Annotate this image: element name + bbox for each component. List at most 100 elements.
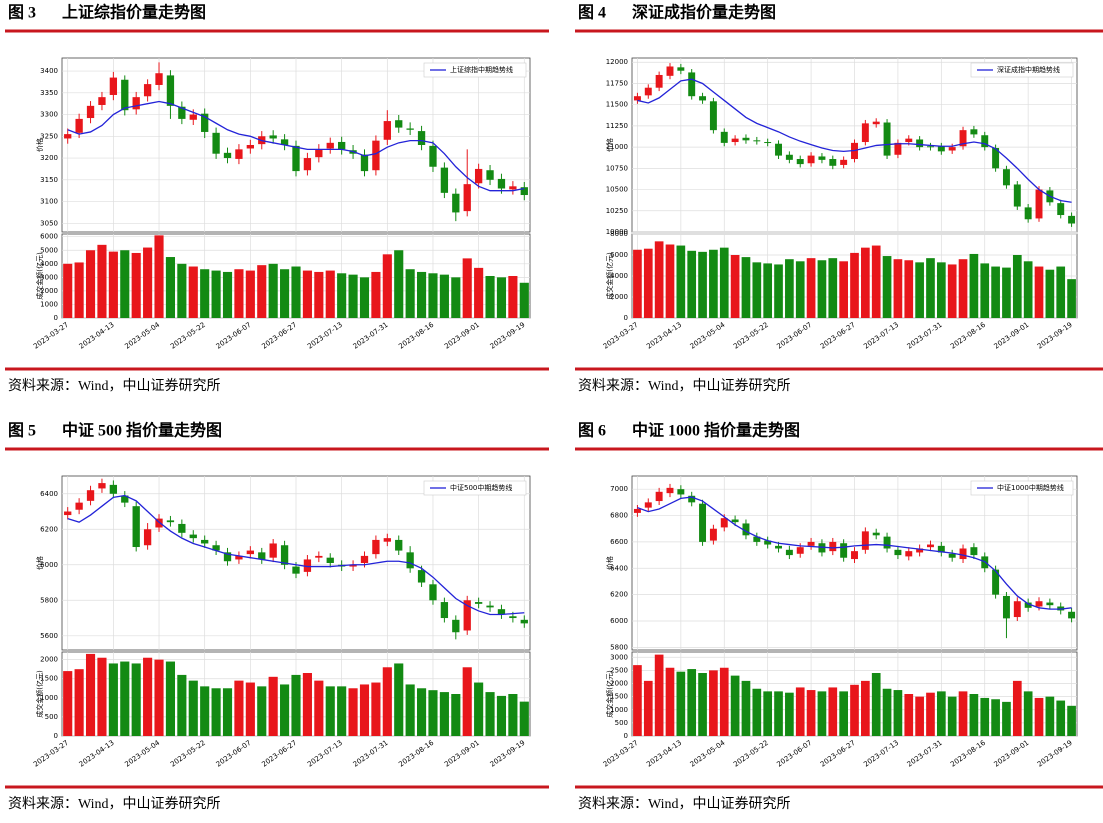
candle-body <box>155 518 163 528</box>
candle-body <box>520 619 528 624</box>
candle-body <box>497 178 506 189</box>
volume-bar <box>200 686 210 736</box>
volume-bar <box>633 665 642 736</box>
volume-bar <box>828 258 838 318</box>
volume-bar <box>654 654 664 736</box>
x-tick-label: 2023-05-22 <box>169 739 207 769</box>
volume-bar <box>405 269 415 318</box>
candle-body <box>64 511 72 516</box>
figure-title: 中证 500 指价量走势图 <box>62 421 222 440</box>
candle-body <box>840 543 848 558</box>
volume-bar <box>882 256 892 318</box>
volume-bar <box>687 250 697 318</box>
candle-body <box>349 564 357 567</box>
candle-body <box>360 555 369 563</box>
candle-body <box>326 557 334 563</box>
candle-body <box>872 532 880 536</box>
volume-bar <box>348 274 358 318</box>
volume-bar <box>63 263 73 318</box>
candle-body <box>166 520 175 523</box>
y-tick-label: 10750 <box>606 164 628 172</box>
candle-body <box>406 552 414 569</box>
candle-body <box>315 555 323 558</box>
volume-tick-label: 500 <box>615 719 628 727</box>
volume-bar <box>485 276 495 318</box>
candle-body <box>1057 203 1065 216</box>
x-tick-label: 2023-03-27 <box>602 321 640 351</box>
volume-tick-label: 1000 <box>610 706 628 714</box>
volume-tick-label: 0 <box>624 314 628 322</box>
volume-bar <box>643 248 653 318</box>
volume-bar <box>485 692 495 736</box>
volume-bar <box>371 682 381 736</box>
candle-body <box>429 584 437 601</box>
volume-bar <box>698 251 707 318</box>
candle-body <box>742 523 750 536</box>
candle-body <box>1002 595 1010 619</box>
volume-bar <box>337 273 347 318</box>
candle-body <box>699 96 707 101</box>
candle-body <box>720 518 728 528</box>
candle-body <box>1068 215 1076 224</box>
candle-body <box>372 539 380 555</box>
y-tick-label: 3350 <box>40 89 58 97</box>
volume-bar <box>936 262 946 318</box>
candle-body <box>883 122 891 156</box>
legend-label: 中证500中期趋势线 <box>450 483 512 492</box>
x-tick-label: 2023-07-31 <box>352 739 390 769</box>
source: 资料来源：Wind，中山证券研究所 <box>8 378 221 394</box>
y-axis-label: 价格 <box>605 138 614 152</box>
candle-body <box>212 132 220 154</box>
volume-bar <box>676 671 686 736</box>
volume-bar <box>200 269 210 318</box>
candle-body <box>292 566 300 574</box>
volume-bar <box>108 663 118 736</box>
volume-bar <box>234 680 244 736</box>
volume-bar <box>654 241 664 318</box>
volume-bar <box>1002 267 1011 318</box>
volume-bar <box>154 235 164 318</box>
candle-body <box>109 484 118 494</box>
y-tick-label: 3100 <box>40 198 58 206</box>
candle-body <box>1057 606 1065 611</box>
volume-bar <box>861 247 870 318</box>
candle-body <box>178 523 186 533</box>
candle-body <box>1024 602 1032 608</box>
volume-bar <box>245 270 255 318</box>
volume-tick-label: 6000 <box>610 251 628 259</box>
candle-body <box>143 529 152 546</box>
volume-bar <box>1045 696 1055 736</box>
candle-body <box>338 141 346 150</box>
y-tick-label: 6000 <box>40 561 58 569</box>
x-tick-label: 2023-09-01 <box>993 739 1031 769</box>
candle-body <box>509 616 517 619</box>
volume-bar <box>211 688 221 736</box>
x-tick-label: 2023-07-13 <box>306 321 344 351</box>
candle-body <box>178 106 186 119</box>
x-tick-label: 2023-09-19 <box>489 321 527 351</box>
candle-body <box>709 101 717 131</box>
volume-bar <box>348 688 358 736</box>
legend-label: 上证综指中期趋势线 <box>450 65 513 74</box>
y-axis-label: 价格 <box>605 556 614 570</box>
volume-bar <box>861 680 870 736</box>
volume-bar <box>1034 697 1044 736</box>
volume-bar <box>719 247 729 318</box>
x-tick-label: 2023-08-16 <box>949 320 987 350</box>
legend-box <box>970 62 1074 78</box>
candle-body <box>372 140 380 171</box>
volume-bar <box>451 694 461 736</box>
y-tick-label: 6000 <box>610 617 628 625</box>
volume-bar <box>188 680 198 736</box>
candle-body <box>992 147 1000 169</box>
candle-body <box>937 545 945 553</box>
volume-bar <box>806 258 816 318</box>
candle-body <box>775 545 782 549</box>
trend-line <box>67 494 525 616</box>
candle-body <box>474 602 483 604</box>
volume-bar <box>496 695 507 736</box>
volume-bar <box>268 676 278 736</box>
legend-box <box>423 480 527 496</box>
volume-bar <box>177 263 187 318</box>
